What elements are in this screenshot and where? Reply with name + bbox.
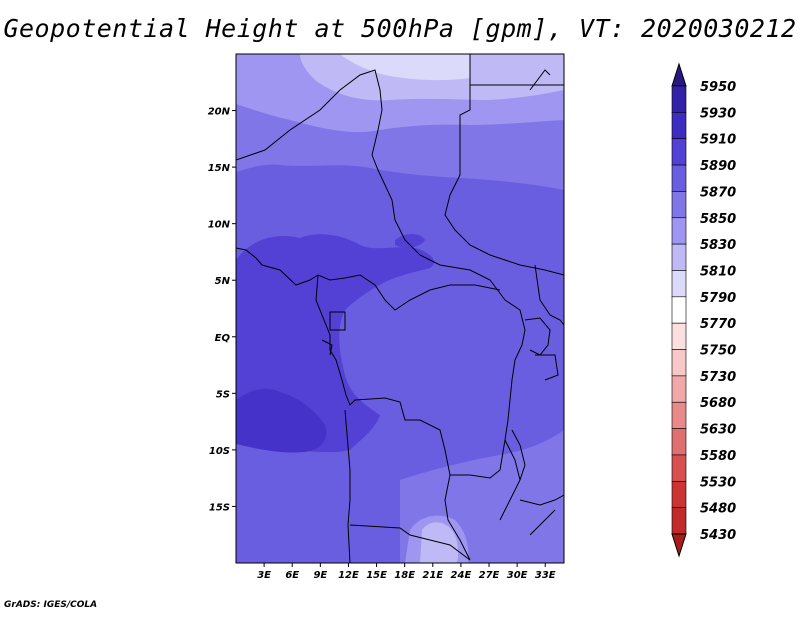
colorbar: 5950 5930 5910 5890 5870 5850 5830 5810 5790 5770… [671,62,736,558]
contour-5910 [236,388,327,453]
lon-tick-label: 9E [313,570,327,581]
lon-tick-label: 33E [535,570,556,581]
colorbar-swatch [671,349,687,377]
colorbar-bottom-arrow [671,533,687,558]
lat-tick-label: 15S [209,502,230,513]
colorbar-swatch [671,454,687,482]
colorbar-swatch [671,164,687,192]
colorbar-label: 5480 [700,502,736,517]
colorbar-label: 5680 [700,396,736,411]
lon-tick-label: 18E [394,570,415,581]
lat-tick-label: 5N [215,276,231,287]
contour-5790 [340,54,470,81]
longitude-ticks: 3E 6E 9E 12E 15E 18E 21E 24E 27E 30E 33E [257,563,556,581]
colorbar-swatch [671,375,687,403]
lon-tick-label: 6E [285,570,299,581]
contour-5890-blob [395,234,425,248]
colorbar-swatch [671,217,687,245]
colorbar-label: 5870 [700,185,736,200]
lat-tick-label: 5S [216,389,230,400]
colorbar-label: 5790 [700,291,736,306]
lon-tick-label: 27E [479,570,500,581]
colorbar-label: 5630 [700,423,736,438]
lat-tick-label: 20N [208,107,231,118]
colorbar-swatch [671,296,687,324]
colorbar-label: 5430 [700,528,736,543]
map-title: Geopotential Height at 500hPa [gpm], VT:… [3,14,797,43]
colorbar-swatch [671,243,687,271]
colorbar-swatch [671,507,687,535]
colorbar-label: 5580 [700,449,736,464]
colorbar-label: 5910 [700,133,736,148]
height-field [236,54,564,563]
colorbar-label: 5750 [700,344,736,359]
colorbar-swatch [671,85,687,113]
lon-tick-label: 15E [366,570,387,581]
colorbar-swatch [671,480,687,508]
latitude-ticks: 20N 15N 10N 5N EQ 5S 10S 15S [208,107,236,513]
lon-tick-label: 30E [507,570,528,581]
colorbar-swatch [671,270,687,298]
lat-tick-label: EQ [215,333,231,344]
colorbar-label: 5850 [700,212,736,227]
lon-tick-label: 21E [422,570,443,581]
colorbar-swatch [671,138,687,166]
colorbar-label: 5730 [700,370,736,385]
colorbar-swatch [671,112,687,140]
colorbar-label: 5890 [700,159,736,174]
lon-tick-label: 12E [338,570,359,581]
lon-tick-label: 24E [451,570,472,581]
lat-tick-label: 15N [208,163,231,174]
lon-tick-label: 3E [257,570,271,581]
colorbar-swatch [671,401,687,429]
colorbar-top-arrow [671,62,687,87]
colorbar-label: 5770 [700,317,736,332]
colorbar-swatch [671,428,687,456]
country-boundaries [236,54,564,563]
colorbar-label: 5950 [700,80,736,95]
colorbar-label: 5530 [700,475,736,490]
grads-credit: GrADS: IGES/COLA [4,600,98,610]
lat-tick-label: 10S [209,446,230,457]
lat-tick-label: 10N [208,220,231,231]
colorbar-label: 5810 [700,264,736,279]
colorbar-swatch [671,322,687,350]
map-frame [235,53,565,564]
colorbar-label: 5930 [700,106,736,121]
colorbar-label: 5830 [700,238,736,253]
colorbar-swatch [671,191,687,219]
